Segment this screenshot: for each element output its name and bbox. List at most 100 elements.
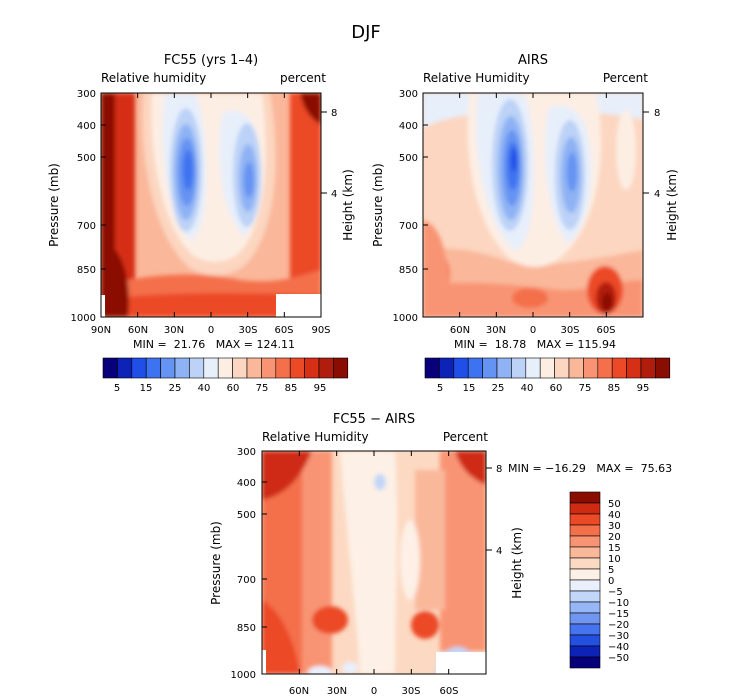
- x-tick-label: 60S: [439, 686, 458, 697]
- dry-bias-lower-center: [342, 662, 358, 674]
- dry-core-south-3: [244, 162, 254, 198]
- x-tick-label: 60S: [596, 325, 615, 336]
- y2-axis-label: Height (km): [341, 169, 355, 240]
- colorbar-swatch: [569, 579, 601, 592]
- y-axis-label: Pressure (mb): [47, 163, 61, 247]
- near-zero-band: [340, 451, 398, 674]
- colorbar-swatch: [203, 357, 219, 379]
- y2-axis-label: Height (km): [510, 527, 524, 598]
- y2-axis-label: Height (km): [665, 169, 679, 240]
- x-tick-label: 60N: [450, 325, 470, 336]
- colorbar: 50 40 30 20 15 10 5 0 −5 −10 −15 −20 −30…: [569, 491, 629, 669]
- max-bias-corner-south: [455, 451, 486, 485]
- colorbar-swatch: [424, 357, 440, 379]
- colorbar-label: 85: [608, 383, 621, 394]
- high-bias-corner-north: [262, 451, 312, 500]
- panel-title: FC55 (yrs 1–4): [164, 53, 258, 68]
- colorbar-label: 10: [608, 554, 621, 565]
- colorbar-swatch: [569, 623, 601, 636]
- ticks: [100, 92, 327, 318]
- bias-blob-south: [411, 611, 439, 639]
- colorbar-swatch: [232, 357, 248, 379]
- colorbar-label: 5: [437, 383, 443, 394]
- colorbar-swatch: [467, 357, 483, 379]
- colorbar-swatch: [160, 357, 176, 379]
- panel-title: FC55 − AIRS: [333, 412, 415, 427]
- y-axis-label: Pressure (mb): [209, 521, 223, 605]
- colorbar-swatch: [569, 557, 601, 570]
- colorbar-swatch: [189, 357, 205, 379]
- colorbar-label: 75: [256, 383, 269, 394]
- x-tick-label: 90S: [311, 325, 330, 336]
- colorbar-label: 5: [608, 565, 614, 576]
- colorbar-swatch: [131, 357, 147, 379]
- colorbar-swatch: [583, 357, 599, 379]
- positive-bias-south: [440, 451, 486, 651]
- variable-label: Relative Humidity: [423, 71, 530, 85]
- colorbar-label: 85: [285, 383, 298, 394]
- x-tick-label: 0: [208, 325, 214, 336]
- x-tick-label: 0: [371, 686, 377, 697]
- min-max-stats: MIN = 18.78 MAX = 115.94: [454, 338, 616, 351]
- y2-tick-label: 4: [496, 546, 502, 557]
- x-tick-label: 30S: [560, 325, 579, 336]
- y2-tick-label: 4: [654, 189, 660, 200]
- colorbar-swatch: [289, 357, 305, 379]
- colorbar-swatch: [640, 357, 656, 379]
- colorbar: 5 15 25 40 60 75 85 95: [102, 357, 349, 394]
- bias-blob-north: [312, 606, 348, 634]
- dry-tongue-south: [616, 110, 636, 190]
- dry-core-north-4: [183, 150, 193, 190]
- y-tick-label: 300: [237, 447, 256, 458]
- colorbar-label: −10: [608, 598, 629, 609]
- y-tick-label: 400: [237, 478, 256, 489]
- y-tick-label: 850: [237, 623, 256, 634]
- x-tick-label: 0: [530, 325, 536, 336]
- moist-north-edge: [423, 220, 450, 317]
- colorbar-label: 40: [608, 510, 621, 521]
- colorbar-swatch: [496, 357, 512, 379]
- min-max-stats: MIN = 21.76 MAX = 124.11: [133, 338, 295, 351]
- max-corner-south: [300, 93, 321, 125]
- colorbar-label: −5: [608, 587, 623, 598]
- y2-tick-label: 8: [496, 464, 502, 475]
- colorbar-swatch: [554, 357, 570, 379]
- colorbar-swatch: [569, 524, 601, 537]
- y-tick-label: 700: [399, 221, 418, 232]
- y2-tick-label: 4: [331, 189, 337, 200]
- y-tick-label: 1000: [71, 313, 96, 324]
- x-tick-label: 60N: [128, 325, 148, 336]
- colorbar-swatch: [655, 357, 671, 379]
- colorbar-swatch: [569, 590, 601, 603]
- variable-label: Relative Humidity: [262, 430, 369, 444]
- colorbar-swatch: [611, 357, 627, 379]
- colorbar-swatch: [569, 645, 601, 658]
- y-tick-label: 850: [399, 265, 418, 276]
- colorbar: 5 15 25 40 60 75 85 95: [424, 357, 671, 394]
- colorbar-swatch: [275, 357, 291, 379]
- colorbar-label: 95: [314, 383, 327, 394]
- x-tick-label: 90N: [91, 325, 111, 336]
- colorbar-label: −40: [608, 642, 629, 653]
- y-tick-label: 500: [77, 153, 96, 164]
- missing-data-strip: [101, 295, 105, 317]
- colorbar-label: 25: [492, 383, 505, 394]
- colorbar-swatch: [568, 357, 584, 379]
- colorbar-swatch: [439, 357, 455, 379]
- colorbar-swatch: [217, 357, 233, 379]
- x-tick-label: 30N: [164, 325, 184, 336]
- neutral-pocket-south: [400, 520, 420, 600]
- missing-data-patch: [276, 294, 321, 317]
- dry-bias-lower-north: [308, 666, 332, 674]
- y2-tick-label: 8: [331, 108, 337, 119]
- dry-core-north-5: [511, 148, 517, 172]
- colorbar-swatch: [539, 357, 555, 379]
- colorbar-swatch: [569, 656, 601, 669]
- figure-title: DJF: [351, 22, 381, 43]
- panel-diff: FC55 − AIRS Relative Humidity Percent: [209, 412, 672, 697]
- colorbar-swatch: [569, 535, 601, 548]
- colorbar-swatch: [304, 357, 320, 379]
- colorbar-label: 50: [608, 499, 621, 510]
- colorbar-swatch: [569, 612, 601, 625]
